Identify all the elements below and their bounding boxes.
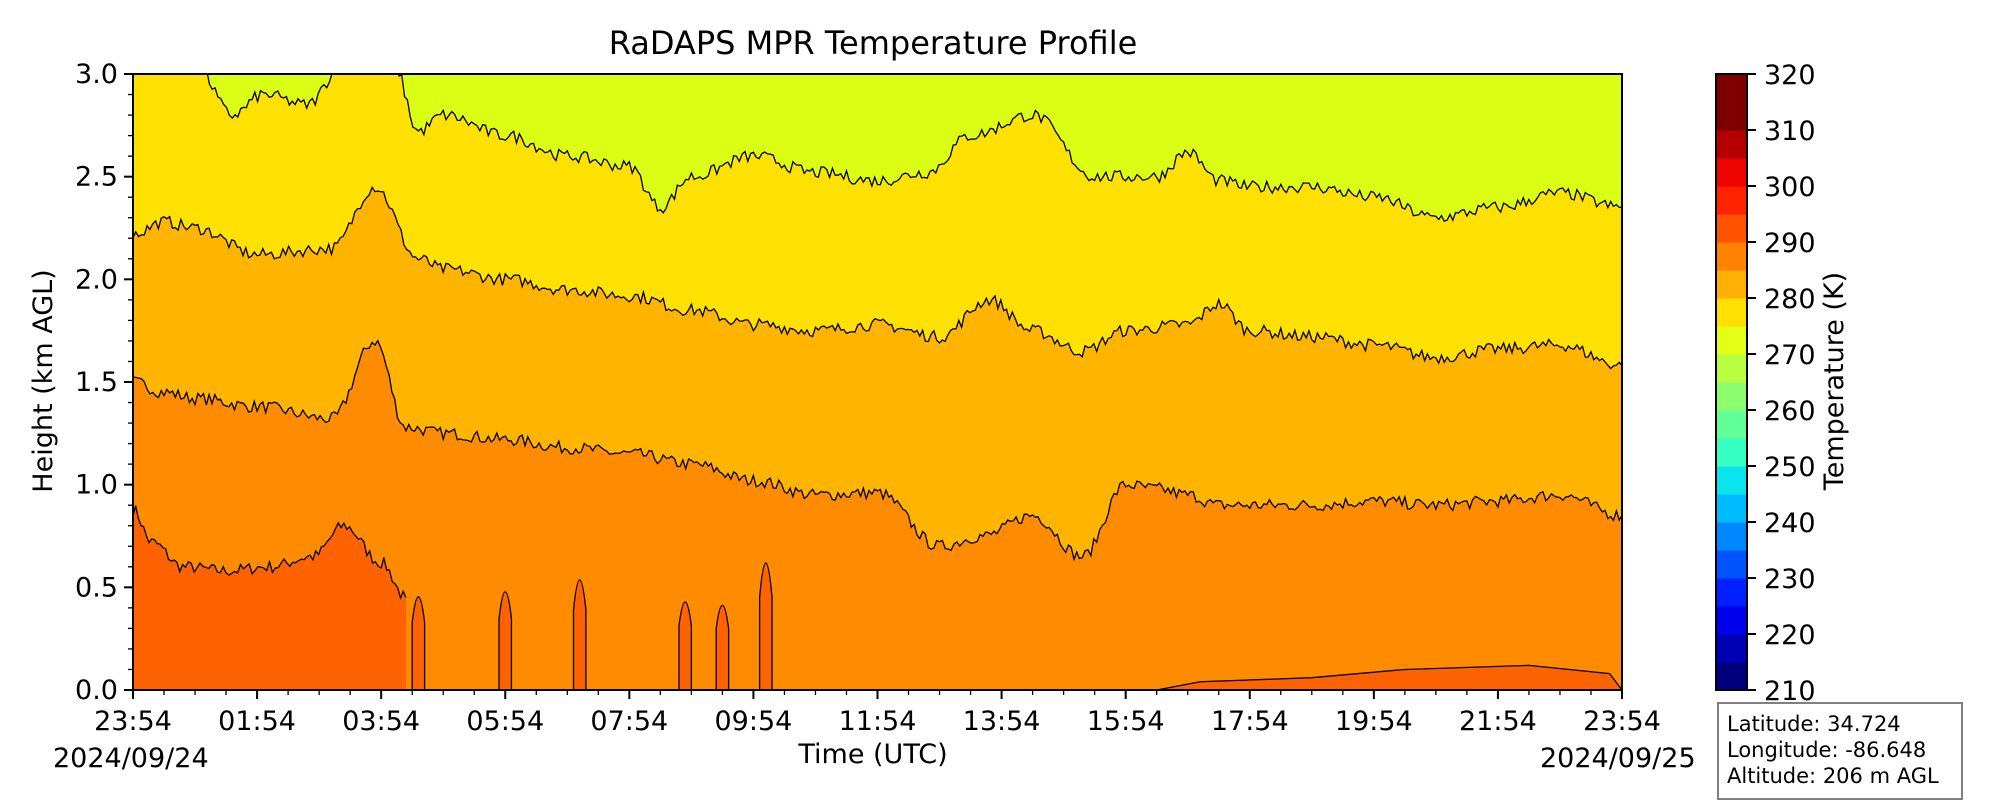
altitude-text: Altitude: 206 m AGL xyxy=(1727,764,1939,788)
x-tick-label: 15:54 xyxy=(1087,706,1165,737)
x-tick-label: 17:54 xyxy=(1211,706,1289,737)
station-info-box: Latitude: 34.724 Longitude: -86.648 Alti… xyxy=(1717,702,1963,800)
colorbar-tick-label: 300 xyxy=(1764,172,1816,203)
latitude-text: Latitude: 34.724 xyxy=(1727,712,1901,736)
colorbar-segment xyxy=(1716,354,1747,383)
x-tick-label: 19:54 xyxy=(1335,706,1413,737)
colorbar-tick-label: 270 xyxy=(1764,340,1816,371)
end-date-label: 2024/09/25 xyxy=(1540,743,1696,774)
colorbar-label: Temperature (K) xyxy=(1819,272,1850,491)
x-tick-label: 23:54 xyxy=(1583,706,1661,737)
chart-title: RaDAPS MPR Temperature Profile xyxy=(609,24,1138,62)
contour-280K xyxy=(203,74,1622,223)
colorbar-frame xyxy=(1715,73,1748,691)
colorbar-segment xyxy=(1716,186,1747,215)
colorbar-tick-label: 250 xyxy=(1764,452,1816,483)
colorbar-segment xyxy=(1716,438,1747,467)
colorbar-segment xyxy=(1716,494,1747,523)
x-tick-label: 07:54 xyxy=(590,706,668,737)
y-axis: 0.0 0.5 1.0 1.5 2.0 2.5 3.0 xyxy=(75,59,133,706)
colorbar-segment xyxy=(1716,326,1747,355)
colorbar-segment xyxy=(1716,606,1747,635)
x-axis: 23:54 01:54 03:54 05:54 07:54 09:54 11:54 13:54… xyxy=(94,690,1661,737)
x-tick-label: 05:54 xyxy=(466,706,544,737)
x-tick-label: 13:54 xyxy=(963,706,1041,737)
colorbar-segment xyxy=(1716,130,1747,159)
y-axis-label: Height (km AGL) xyxy=(28,269,59,492)
colorbar-tick-label: 220 xyxy=(1764,620,1816,651)
colorbar-segment xyxy=(1716,522,1747,551)
x-tick-label: 21:54 xyxy=(1459,706,1537,737)
surface-spike-2 xyxy=(572,579,587,690)
colorbar-segment xyxy=(1716,466,1747,495)
colorbar-tick-label: 210 xyxy=(1764,676,1816,707)
surface-spike-1 xyxy=(498,591,513,690)
colorbar-tick-label: 320 xyxy=(1764,60,1816,91)
colorbar-segment xyxy=(1716,662,1747,691)
colorbar-tick-label: 240 xyxy=(1764,508,1816,539)
surface-spike-3 xyxy=(678,601,693,690)
colorbar-tick-label: 230 xyxy=(1764,564,1816,595)
colorbar-tick-label: 310 xyxy=(1764,116,1816,147)
surface-spike-5 xyxy=(758,562,773,690)
x-tick-label: 23:54 xyxy=(94,706,172,737)
band-below-295 xyxy=(133,505,406,690)
colorbar-segment xyxy=(1716,578,1747,607)
colorbar-segment xyxy=(1716,214,1747,243)
colorbar-tick-label: 290 xyxy=(1764,228,1816,259)
colorbar-segment xyxy=(1716,158,1747,187)
x-tick-label: 01:54 xyxy=(218,706,296,737)
contour-290K xyxy=(133,339,1622,562)
x-axis-label: Time (UTC) xyxy=(797,739,947,770)
colorbar-segment xyxy=(1716,242,1747,271)
warm-pocket xyxy=(1156,664,1622,690)
colorbar: 210 220 230 240 250 260 270 280 290 300 310 320 xyxy=(1715,60,1816,707)
colorbar-tick-label: 280 xyxy=(1764,284,1816,315)
surface-spike-4 xyxy=(715,604,730,690)
colorbar-segment xyxy=(1716,634,1747,663)
y-tick-label: 2.0 xyxy=(75,264,118,295)
x-tick-label: 11:54 xyxy=(839,706,917,737)
colorbar-segment xyxy=(1716,550,1747,579)
y-tick-label: 1.0 xyxy=(75,470,118,501)
colorbar-segment xyxy=(1716,74,1747,103)
contour-285K xyxy=(133,186,1622,370)
y-tick-label: 1.5 xyxy=(75,367,118,398)
surface-spike-0 xyxy=(411,596,426,690)
x-tick-label: 03:54 xyxy=(342,706,420,737)
y-tick-label: 0.0 xyxy=(75,675,118,706)
colorbar-segment xyxy=(1716,410,1747,439)
y-tick-label: 2.5 xyxy=(75,162,118,193)
x-tick-label: 09:54 xyxy=(715,706,793,737)
plot-area xyxy=(132,73,1623,691)
colorbar-tick-label: 260 xyxy=(1764,396,1816,427)
longitude-text: Longitude: -86.648 xyxy=(1727,738,1927,762)
colorbar-segment xyxy=(1716,270,1747,299)
colorbar-segment xyxy=(1716,382,1747,411)
y-tick-label: 0.5 xyxy=(75,572,118,603)
colorbar-segment xyxy=(1716,102,1747,131)
colorbar-segment xyxy=(1716,298,1747,327)
start-date-label: 2024/09/24 xyxy=(53,743,209,774)
contour-295K xyxy=(133,505,407,601)
y-tick-label: 3.0 xyxy=(75,59,118,90)
